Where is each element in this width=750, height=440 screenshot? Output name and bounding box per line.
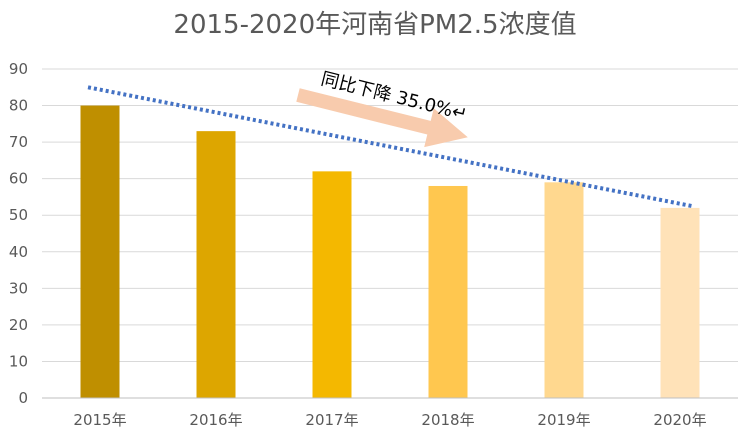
bar-2017年 — [312, 171, 352, 398]
x-axis-ticks: 2015年 2016年 2017年 2018年 2019年 2020年 — [73, 411, 706, 429]
y-axis-ticks: 0 10 20 30 40 50 60 70 80 90 — [9, 60, 28, 407]
y-tick-label: 90 — [9, 60, 28, 78]
y-tick-label: 10 — [9, 352, 28, 370]
x-tick-label: 2020年 — [653, 411, 706, 429]
x-tick-label: 2016年 — [189, 411, 242, 429]
x-tick-label: 2017年 — [305, 411, 358, 429]
y-tick-label: 50 — [9, 206, 28, 224]
y-tick-label: 20 — [9, 316, 28, 334]
annotation: 同比下降 35.0%↵ — [296, 68, 469, 148]
bar-2019年 — [544, 182, 584, 398]
bar-2018年 — [428, 185, 468, 398]
trendline — [87, 85, 693, 209]
bar-2016年 — [196, 131, 236, 398]
y-tick-label: 40 — [9, 243, 28, 261]
bar-2015年 — [80, 105, 120, 399]
gridlines — [42, 68, 738, 362]
x-tick-label: 2015年 — [73, 411, 126, 429]
annotation-arrow — [296, 88, 468, 148]
x-tick-label: 2018年 — [421, 411, 474, 429]
x-tick-label: 2019年 — [537, 411, 590, 429]
chart-title: 2015-2020年河南省PM2.5浓度值 — [173, 10, 576, 40]
y-tick-label: 60 — [9, 170, 28, 188]
bar-2020年 — [660, 207, 700, 398]
bars — [80, 105, 700, 399]
y-tick-label: 70 — [9, 133, 28, 151]
y-tick-label: 0 — [18, 389, 28, 407]
y-tick-label: 80 — [9, 97, 28, 115]
y-tick-label: 30 — [9, 279, 28, 297]
